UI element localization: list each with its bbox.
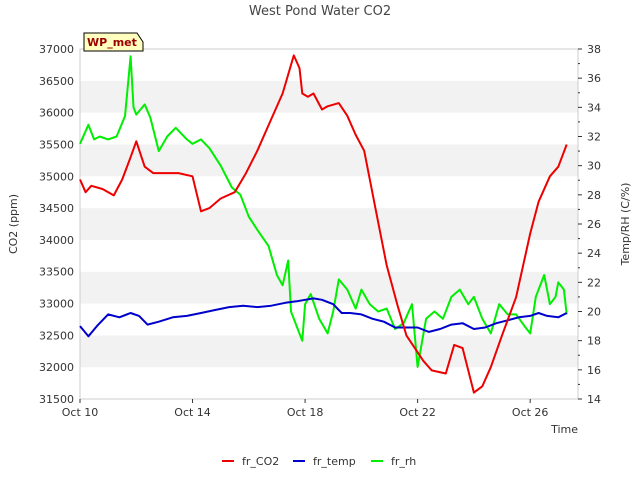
y-left-tick-label: 31500 [39,393,74,406]
y-left-tick-label: 35000 [39,170,74,183]
y-right-tick-label: 16 [587,364,601,377]
station-badge-box [83,32,144,52]
x-axis: Oct 10 Oct 14 Oct 18 Oct 22 Oct 26 [62,399,549,419]
y-right-tick-label: 24 [587,247,601,260]
plot-band [80,49,578,81]
series-line-fr-co2 [79,54,568,394]
legend-label: fr_temp [313,455,356,468]
station-badge: WP_met [83,32,144,52]
y-left-tick-label: 36500 [39,75,74,88]
y-right-tick-label: 18 [587,335,601,348]
y-left-tick-label: 32000 [39,361,74,374]
y-left-tick-label: 34000 [39,234,74,247]
left-axis: 31500 32000 32500 33000 33500 34000 34500 35000… [39,43,74,406]
plot-band [80,335,578,368]
plot-band [80,271,578,304]
series-line-fr-temp [79,297,568,338]
y-right-tick-label: 20 [587,306,601,319]
y-right-tick-label: 14 [587,393,601,406]
x-tick-label: Oct 22 [399,406,436,419]
x-axis-label: Time [550,423,578,436]
y-left-tick-label: 37000 [39,43,74,56]
y-right-tick-label: 36 [587,72,601,85]
y-right-tick-label: 34 [587,101,601,114]
x-tick-label: Oct 14 [174,406,211,419]
x-tick-label: Oct 18 [287,406,324,419]
y-axis-left-label: CO2 (ppm) [7,194,20,254]
station-badge-text: WP_met [87,36,137,49]
plot-band [80,112,578,145]
y-right-tick-label: 38 [587,43,601,56]
y-right-tick-label: 30 [587,160,601,173]
legend-label: fr_rh [391,455,416,468]
y-right-tick-label: 22 [587,276,601,289]
plot-band [80,176,578,209]
y-left-tick-label: 33000 [39,298,74,311]
plot-band [80,367,578,399]
y-left-tick-label: 34500 [39,202,74,215]
legend: fr_CO2 fr_temp fr_rh [222,455,416,468]
y-left-tick-label: 33500 [39,266,74,279]
plot-band [80,239,578,272]
plot-bands [80,49,578,399]
x-tick-label: Oct 26 [512,406,549,419]
right-axis: 14 16 18 20 22 24 26 28 30 32 34 36 38 [578,43,601,406]
series-line-fr-rh [79,55,568,368]
y-right-tick-label: 32 [587,131,601,144]
y-left-tick-label: 32500 [39,329,74,342]
series-lines [79,54,568,394]
legend-label: fr_CO2 [242,455,279,468]
plot-band [80,208,578,240]
y-left-tick-label: 35500 [39,138,74,151]
plot-band [80,144,578,177]
y-left-tick-label: 36000 [39,107,74,120]
y-right-tick-label: 28 [587,189,601,202]
y-axis-right-label: Temp/RH (C/%) [619,183,632,267]
plot-band [80,80,578,113]
chart-title: West Pond Water CO2 [249,4,391,19]
y-right-tick-label: 26 [587,218,601,231]
x-tick-label: Oct 10 [62,406,99,419]
